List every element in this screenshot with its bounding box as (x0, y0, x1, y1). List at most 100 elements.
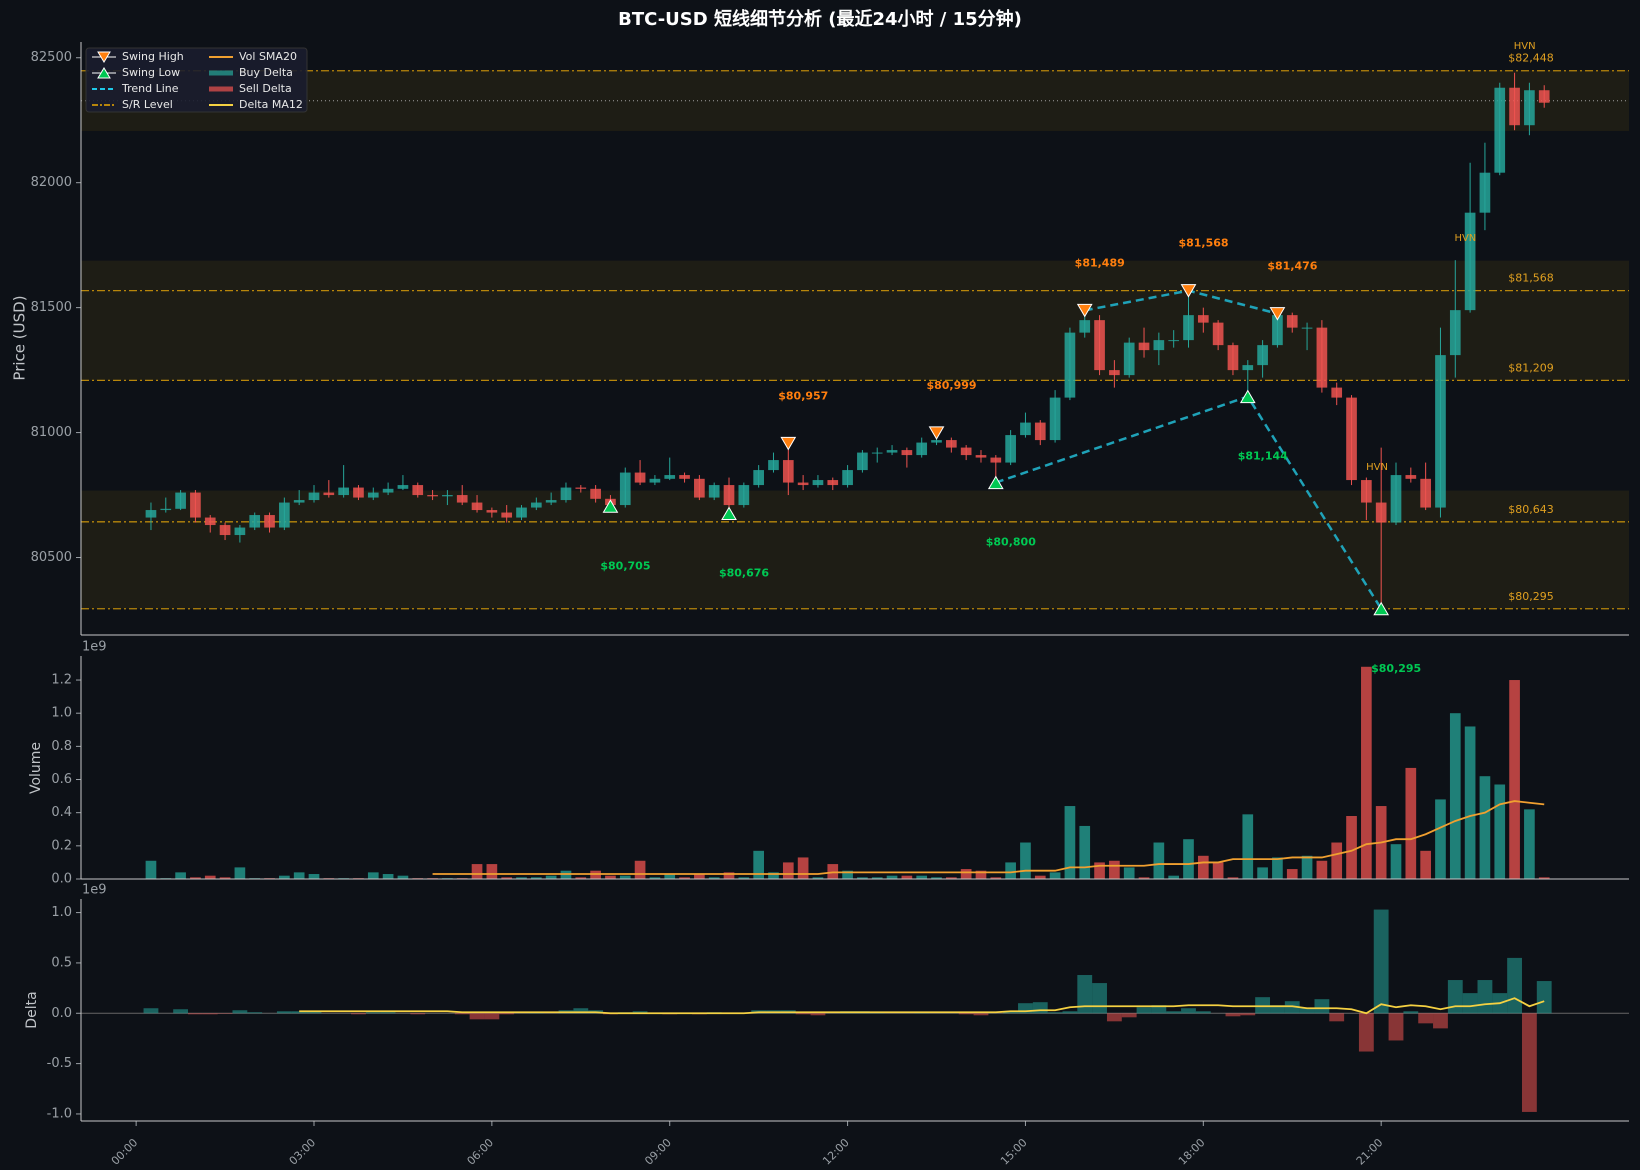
candle-body (412, 485, 424, 496)
candle-body (1449, 310, 1461, 356)
volume-bar (1168, 875, 1180, 879)
swing-low-marker (721, 506, 737, 521)
candle-body (871, 452, 883, 454)
sr-label: $80,295 (1508, 590, 1554, 603)
swing-low-label: $80,295 (1371, 662, 1421, 675)
volume-tick-label: 0.8 (51, 739, 72, 754)
candle-body (827, 480, 839, 486)
candle-body (279, 502, 290, 528)
candle-body (471, 502, 483, 511)
volume-bar (1138, 877, 1150, 879)
volume-bar (753, 850, 764, 879)
volume-bar (1064, 806, 1076, 879)
legend-swatch (97, 67, 111, 79)
buy-delta (1032, 1002, 1048, 1014)
candle-body (1257, 345, 1268, 366)
swing-high-label: $81,568 (1178, 237, 1228, 250)
volume-tick-label: 0.4 (51, 805, 72, 820)
volume-bar (1538, 877, 1550, 879)
volume-bar (1123, 867, 1135, 879)
buy-delta (1270, 1005, 1285, 1014)
swing-high-label: $80,957 (778, 389, 828, 402)
buy-delta (291, 1011, 307, 1014)
candle-body (1286, 315, 1298, 328)
sr-label: $80,643 (1508, 503, 1554, 516)
volume-bar (293, 872, 305, 879)
delta-ma-line (299, 997, 1545, 1015)
volume-bar (1005, 862, 1016, 879)
buy-delta (1403, 1011, 1419, 1014)
buy-delta (1284, 1001, 1300, 1014)
sell-delta (1388, 1013, 1404, 1041)
volume-bar (886, 875, 898, 879)
candle-body (338, 487, 349, 496)
volume-bar (738, 877, 750, 879)
candle-body (768, 460, 779, 471)
volume-bar (975, 870, 987, 879)
sell-delta (1121, 1013, 1137, 1018)
buy-delta (1255, 997, 1271, 1014)
volume-bar (1049, 872, 1061, 879)
candle-body (1316, 327, 1328, 388)
volume-bar (871, 877, 883, 879)
swing-high-marker (1076, 303, 1093, 318)
delta-tick-label: 0.5 (51, 955, 72, 970)
swing-low-marker (1373, 601, 1390, 616)
candle-body (442, 495, 453, 497)
swing-high-label: $81,489 (1075, 256, 1125, 269)
candle-body (797, 482, 809, 486)
candle-body (1301, 327, 1313, 329)
candle-body (293, 500, 305, 503)
volume-bar (190, 877, 201, 879)
sell-delta (795, 1013, 811, 1015)
delta-tick-label: 0.0 (51, 1006, 72, 1021)
sr-zone (81, 260, 1629, 381)
candle-body (1331, 387, 1343, 398)
swing-low-marker (602, 499, 619, 513)
candle-body (1435, 355, 1446, 508)
candle-body (708, 485, 720, 498)
candle-body (530, 502, 542, 508)
candle-body (1153, 340, 1165, 351)
candle-body (916, 442, 928, 456)
candle-body (1361, 480, 1372, 503)
volume-bar (842, 870, 853, 879)
volume-bar (1183, 839, 1194, 879)
volume-bar (1301, 855, 1313, 879)
candle-body (738, 485, 750, 506)
swing-high-marker (1180, 284, 1197, 298)
candle-body (1212, 322, 1224, 346)
candle-body (456, 495, 468, 503)
buy-delta (1507, 957, 1522, 1014)
buy-delta (1018, 1003, 1033, 1014)
candle-body (1109, 370, 1120, 376)
sell-delta (958, 1013, 974, 1015)
candle-body (249, 515, 261, 528)
candle-body (664, 475, 676, 479)
volume-bar (797, 857, 809, 879)
sell-delta (1225, 1013, 1241, 1017)
volume-bar (1034, 875, 1046, 879)
candle-body (190, 492, 201, 518)
sell-delta (1329, 1013, 1345, 1022)
candle-body (946, 440, 957, 448)
candle-body (679, 475, 690, 479)
candle-body (812, 480, 824, 486)
buy-delta (232, 1010, 248, 1014)
sell-delta (469, 1013, 485, 1020)
volume-bar (664, 874, 676, 879)
candle-body (1494, 87, 1506, 173)
candle-body (1168, 340, 1180, 342)
volume-bar (1361, 666, 1372, 879)
buy-delta (306, 1011, 322, 1014)
volume-bar (1405, 767, 1417, 879)
volume-axis-label: Volume (28, 742, 44, 794)
candle-body (1509, 87, 1520, 126)
candle-body (694, 478, 705, 498)
chart-title: BTC-USD 短线细节分析 (最近24小时 / 15分钟) (618, 8, 1022, 30)
candle-body (1346, 397, 1357, 481)
volume-bar (486, 864, 498, 879)
volume-bar (812, 877, 824, 879)
sell-delta (351, 1013, 366, 1015)
volume-bar (1346, 815, 1357, 879)
